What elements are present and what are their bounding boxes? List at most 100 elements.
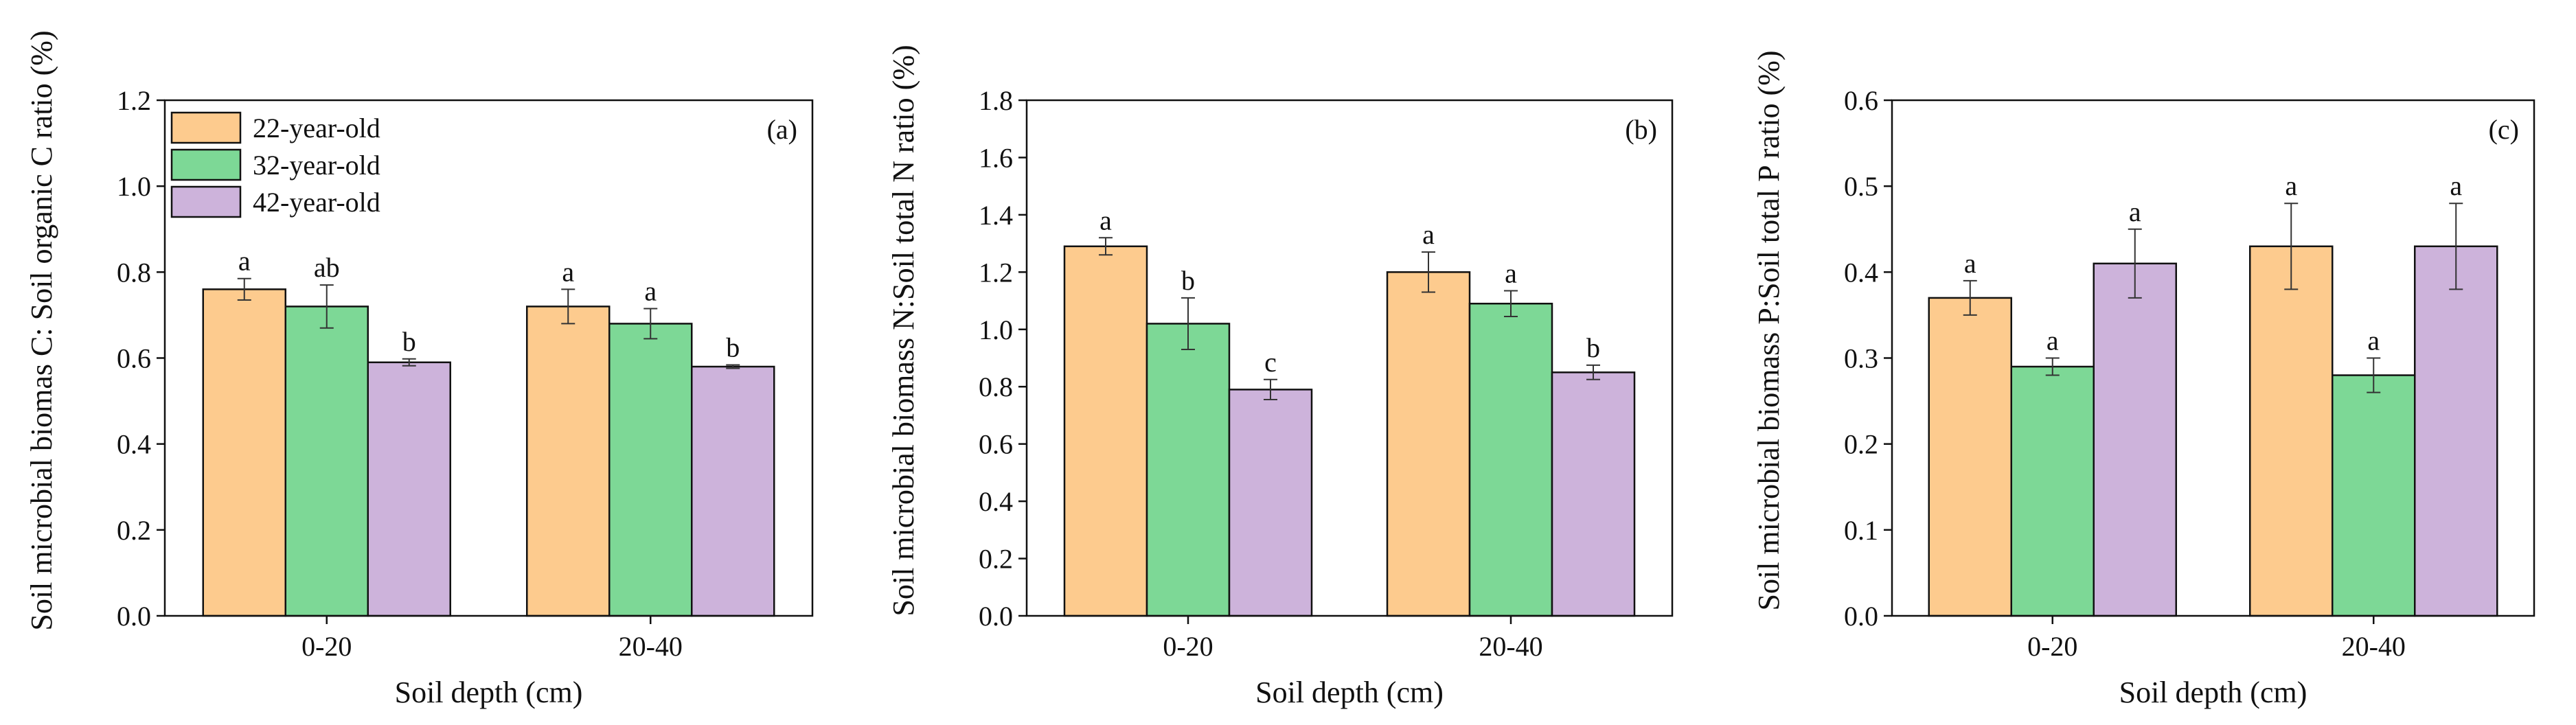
error-bar — [1099, 237, 1113, 256]
y-tick-label: 1.6 — [979, 142, 1013, 173]
error-bar — [2367, 357, 2381, 393]
y-axis-title: Soil microbial biomas C: Soil organic C … — [25, 30, 58, 630]
bar — [1468, 302, 1553, 617]
significance-letter: a — [562, 256, 574, 287]
bar — [2414, 245, 2498, 617]
y-tick-label: 0.4 — [117, 429, 151, 460]
bar — [526, 306, 611, 617]
y-tick-label: 1.8 — [979, 85, 1013, 116]
bar — [1145, 323, 1231, 617]
significance-letter: a — [2047, 325, 2059, 356]
y-axis-title: Soil microbial biomass N:Soil total N ra… — [887, 45, 920, 616]
bar — [1063, 245, 1148, 617]
y-tick-label: 0.8 — [979, 371, 1013, 402]
y-tick-label: 0.8 — [117, 257, 151, 288]
y-axis-title: Soil microbial biomass P:Soil total P ra… — [1752, 51, 1786, 611]
error-bar — [237, 277, 251, 301]
error-bar — [1264, 378, 1277, 400]
significance-letter: a — [1099, 205, 1112, 235]
legend-swatch — [170, 185, 242, 218]
significance-letter: b — [1586, 332, 1600, 363]
y-tick-label: 0.3 — [1844, 343, 1878, 374]
legend-swatch — [170, 111, 242, 144]
error-bar — [561, 288, 575, 325]
error-bar — [1963, 279, 1977, 316]
bar — [202, 288, 286, 617]
bar — [1551, 371, 1636, 617]
bar — [1386, 271, 1471, 617]
significance-letter: ab — [314, 252, 340, 283]
significance-letter: c — [1264, 347, 1277, 378]
panel-label: (a) — [767, 114, 797, 145]
y-tick-label: 0.5 — [1844, 171, 1878, 202]
significance-letter: a — [2129, 196, 2141, 227]
bar — [1928, 297, 2012, 617]
error-bar — [2045, 357, 2060, 376]
legend-swatch — [170, 148, 242, 181]
error-bar — [2128, 228, 2142, 299]
significance-letter: b — [726, 332, 740, 363]
bar — [1228, 389, 1313, 617]
x-tick-label: 20-40 — [2342, 631, 2406, 662]
error-bar — [1181, 297, 1195, 350]
error-bar — [726, 364, 740, 369]
bar — [2010, 365, 2095, 617]
error-bar — [319, 284, 334, 329]
x-axis-title: Soil depth (cm) — [2119, 676, 2307, 709]
y-tick-label: 1.0 — [979, 314, 1013, 345]
y-tick-label: 1.2 — [979, 257, 1013, 288]
error-bar — [402, 358, 416, 367]
bar — [608, 323, 693, 617]
legend-label: 32-year-old — [253, 150, 380, 181]
significance-letter: b — [402, 326, 416, 357]
x-tick-label: 20-40 — [619, 631, 683, 662]
significance-letter: a — [644, 276, 657, 307]
legend: 22-year-old 32-year-old 42-year-old — [170, 111, 380, 218]
y-tick-label: 0.4 — [1844, 257, 1878, 288]
error-bar — [1586, 364, 1600, 380]
error-bar — [643, 308, 658, 340]
bar — [367, 361, 451, 617]
y-tick-label: 0.1 — [1844, 515, 1878, 546]
legend-label: 42-year-old — [253, 187, 380, 218]
error-bar — [2449, 203, 2463, 290]
y-tick-label: 0.4 — [979, 486, 1013, 517]
bar — [691, 365, 775, 617]
y-tick-label: 0.2 — [1844, 429, 1878, 460]
plot-frame — [1025, 99, 1674, 617]
significance-letter: a — [1505, 257, 1517, 288]
panel-b: a a b a c b 0.0 0.2 0.4 0.6 0.8 1.0 1.2 1.4 1.6 1.8 0-20… — [887, 45, 1674, 709]
significance-letter: a — [238, 246, 251, 277]
bar — [2249, 245, 2334, 617]
x-axis-title: Soil depth (cm) — [395, 676, 583, 709]
y-tick-label: 1.0 — [117, 171, 151, 202]
y-tick-label: 0.0 — [117, 601, 151, 632]
y-tick-label: 0.2 — [117, 515, 151, 546]
error-bar — [2284, 203, 2299, 290]
legend-label: 22-year-old — [253, 113, 380, 143]
y-tick-label: 0.6 — [117, 343, 151, 374]
y-tick-label: 0.6 — [1844, 85, 1878, 116]
significance-letter: a — [1422, 219, 1435, 250]
x-axis-title: Soil depth (cm) — [1255, 676, 1444, 709]
error-bar — [1504, 290, 1518, 318]
x-tick-label: 20-40 — [1479, 631, 1542, 662]
bar — [2093, 262, 2177, 617]
significance-letter: a — [2285, 170, 2297, 201]
error-bar — [1422, 251, 1435, 293]
panel-c: a a a a a a 0.0 0.1 0.2 0.3 0.4 0.5 0.6 0-20 20-40 Soil… — [1752, 51, 2535, 709]
panel-label: (c) — [2489, 114, 2519, 145]
x-tick-label: 0-20 — [2027, 631, 2077, 662]
significance-letter: a — [1964, 248, 1976, 279]
y-tick-label: 0.6 — [979, 429, 1013, 460]
significance-letter: b — [1181, 265, 1195, 296]
x-tick-label: 0-20 — [301, 631, 352, 662]
y-tick-label: 1.2 — [117, 85, 151, 116]
bar — [284, 306, 369, 617]
panel-label: (b) — [1625, 114, 1657, 145]
y-tick-label: 0.2 — [979, 544, 1013, 575]
bar — [2332, 374, 2416, 617]
x-tick-label: 0-20 — [1163, 631, 1213, 662]
